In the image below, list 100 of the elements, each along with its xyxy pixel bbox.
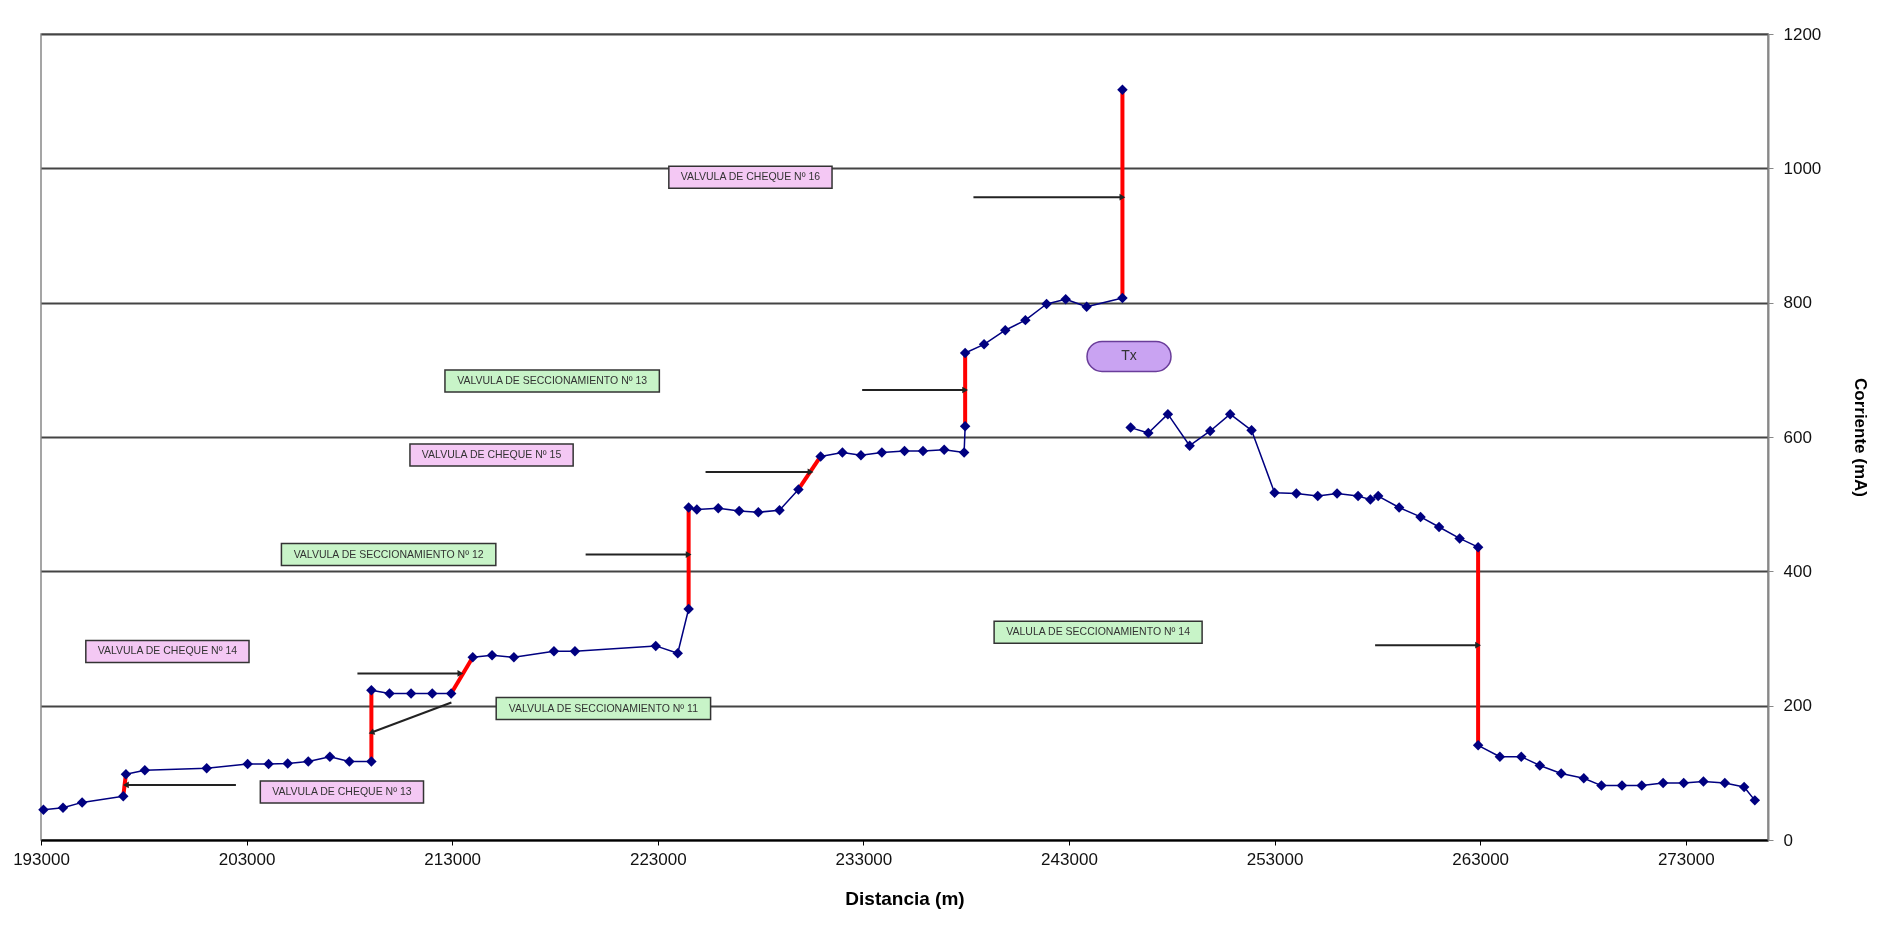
- point: [76, 797, 88, 808]
- point: [486, 650, 498, 661]
- point: [691, 504, 703, 515]
- point: [508, 652, 520, 663]
- x-tick-label: 263000: [1452, 849, 1510, 869]
- point: [683, 502, 694, 513]
- point: [1657, 777, 1669, 789]
- point: [959, 347, 971, 359]
- point: [733, 505, 745, 517]
- point: [1616, 780, 1628, 791]
- point: [1204, 425, 1216, 437]
- point: [793, 484, 804, 495]
- y-tick-label: 0: [1783, 830, 1793, 850]
- point: [855, 449, 867, 461]
- point: [1224, 408, 1236, 420]
- point: [548, 646, 560, 657]
- y-tick-label: 800: [1783, 293, 1812, 313]
- point: [1472, 541, 1484, 553]
- point: [1312, 490, 1323, 502]
- point: [445, 688, 457, 699]
- point: [753, 506, 764, 518]
- point: [1678, 777, 1689, 789]
- point: [57, 802, 69, 813]
- x-tick-label: 213000: [424, 849, 482, 869]
- point: [384, 688, 395, 699]
- point: [1291, 488, 1302, 499]
- point: [1246, 425, 1257, 436]
- point: [1269, 487, 1280, 498]
- point: [1472, 740, 1484, 751]
- annotation: VALVULA DE SECCIONAMIENTO Nº 13: [457, 373, 648, 386]
- point: [405, 688, 417, 699]
- point: [1184, 440, 1195, 451]
- point: [1162, 408, 1174, 420]
- point: [917, 445, 929, 457]
- point: [837, 447, 848, 458]
- point: [1125, 422, 1136, 433]
- point: [1494, 751, 1506, 762]
- point: [263, 758, 274, 770]
- point: [1698, 776, 1709, 787]
- point: [683, 603, 694, 615]
- point: [1749, 795, 1761, 806]
- x-tick-label: 203000: [218, 849, 276, 869]
- point: [201, 762, 212, 774]
- x-tick-label: 273000: [1657, 849, 1715, 869]
- point: [1365, 494, 1376, 505]
- annotation: VALVULA DE SECCIONAMIENTO Nº 12: [293, 547, 484, 560]
- point: [1636, 780, 1648, 791]
- point: [1372, 490, 1384, 502]
- point: [1352, 490, 1364, 502]
- point: [242, 758, 253, 770]
- point: [1020, 314, 1031, 326]
- point: [569, 646, 581, 657]
- point: [978, 339, 990, 350]
- point: [467, 652, 478, 663]
- point: [938, 444, 950, 456]
- annotation: Tx: [1121, 347, 1137, 364]
- x-axis-title: Distancia (m): [845, 887, 965, 909]
- x-tick-label: 223000: [629, 849, 687, 869]
- point: [324, 751, 336, 762]
- point: [672, 648, 683, 659]
- annotation: VALVULA DE CHEQUE Nº 16: [680, 170, 821, 183]
- x-tick-label: 233000: [835, 849, 893, 869]
- point: [1143, 427, 1154, 439]
- point: [427, 688, 438, 699]
- point: [1555, 768, 1567, 779]
- annotation: VALVULA DE CHEQUE Nº 15: [421, 447, 562, 460]
- point: [1117, 292, 1128, 304]
- point: [958, 447, 970, 458]
- y-tick-label: 1000: [1783, 158, 1822, 178]
- point: [1433, 521, 1445, 533]
- point: [344, 756, 355, 767]
- point: [38, 804, 49, 816]
- x-tick-label: 253000: [1246, 849, 1304, 869]
- point: [366, 756, 377, 767]
- point: [774, 504, 785, 516]
- point: [959, 421, 971, 432]
- point: [650, 640, 661, 652]
- point: [1000, 324, 1011, 336]
- point: [1331, 488, 1343, 499]
- point: [1117, 84, 1128, 95]
- point: [1060, 294, 1071, 305]
- annotation: VALVULA DE CHEQUE Nº 14: [97, 644, 238, 657]
- point: [1041, 298, 1052, 310]
- point: [1596, 780, 1607, 791]
- point: [1415, 511, 1426, 523]
- point: [815, 451, 826, 462]
- y-tick-label: 200: [1783, 696, 1812, 716]
- point: [1719, 777, 1731, 789]
- annotation: VALULA DE SECCIONAMIENTO Nº 14: [1006, 625, 1191, 638]
- point: [117, 791, 129, 802]
- annotation: VALVULA DE CHEQUE Nº 13: [272, 784, 412, 797]
- point: [282, 758, 293, 769]
- point: [1738, 781, 1750, 793]
- point: [1578, 772, 1590, 784]
- point: [303, 756, 314, 767]
- point: [120, 768, 132, 780]
- y-axis-title: Corriente (mA): [1851, 377, 1871, 498]
- y-tick-label: 600: [1783, 427, 1812, 447]
- point: [876, 447, 888, 458]
- point: [1081, 301, 1092, 312]
